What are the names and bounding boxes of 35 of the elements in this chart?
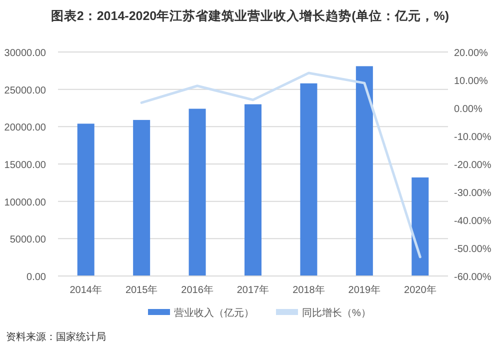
- y-tick-label: 30000.00: [4, 48, 46, 59]
- x-tick-label: 2014年: [70, 284, 102, 296]
- y-tick-label: 15000.00: [4, 160, 46, 171]
- y2-tick-label: 20.00%: [454, 48, 488, 59]
- y2-tick-label: -50.00%: [454, 244, 492, 255]
- y-tick-label: 20000.00: [4, 122, 46, 134]
- x-tick-label: 2017年: [236, 284, 270, 296]
- y2-tick-label: -40.00%: [454, 216, 492, 227]
- y2-tick-label: 0.00%: [454, 104, 482, 115]
- x-tick-label: 2018年: [292, 284, 325, 296]
- legend-label: 同比增长（%）: [302, 307, 371, 319]
- y2-tick-label: -10.00%: [454, 132, 492, 143]
- y-tick-label: 0.00: [26, 272, 46, 283]
- bar: [133, 120, 150, 276]
- bar: [412, 177, 429, 276]
- bar: [244, 104, 262, 276]
- x-tick-label: 2020年: [404, 284, 436, 296]
- y2-tick-label: -60.00%: [454, 272, 492, 283]
- y2-tick-label: -20.00%: [454, 160, 492, 171]
- bar: [188, 108, 206, 276]
- bar: [300, 83, 318, 276]
- y-tick-label: 5000.00: [10, 234, 46, 246]
- legend-label: 营业收入（亿元）: [174, 307, 254, 319]
- y-tick-label: 25000.00: [4, 85, 46, 96]
- x-tick-label: 2016年: [181, 284, 214, 296]
- bar: [77, 124, 94, 276]
- bar: [356, 66, 373, 276]
- x-tick-label: 2019年: [348, 284, 381, 296]
- text: 资料来源：国家统计局: [6, 331, 106, 343]
- y-tick-label: 10000.00: [4, 197, 46, 208]
- chart-title: 图表2：2014-2020年江苏省建筑业营业收入增长趋势(单位：亿元，%): [50, 8, 450, 23]
- line-series: [140, 72, 422, 258]
- x-tick-label: 2015年: [125, 284, 158, 296]
- y2-tick-label: -30.00%: [454, 188, 492, 199]
- y2-tick-label: 10.00%: [454, 76, 488, 87]
